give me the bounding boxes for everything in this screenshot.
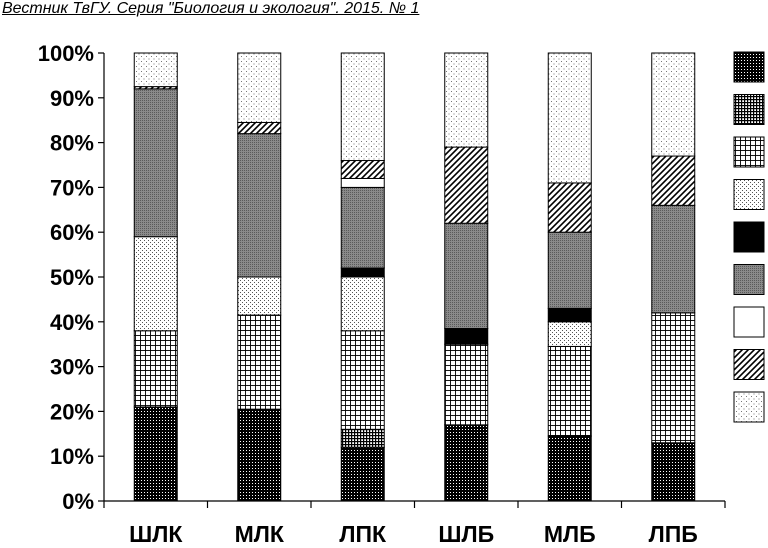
bar-segment-ШЛБ-black (444, 328, 489, 345)
legend-swatch-white (733, 306, 765, 338)
bar-segment-МЛК-gray (237, 133, 282, 278)
y-tick-label: 40% (50, 310, 94, 335)
bar-segment-ЛПБ-grid (651, 312, 696, 444)
bar-segment-МЛК-diagonal (237, 121, 282, 135)
y-tick-label: 50% (50, 265, 94, 290)
y-tick-label: 10% (50, 444, 94, 469)
bar-segment-ШЛК-grid (133, 330, 178, 408)
bar-segment-ЛПК-dark-dots (340, 446, 385, 502)
bar-segment-ЛПК-dense-grid (340, 428, 385, 448)
y-tick-label: 100% (38, 41, 94, 66)
y-tick-label: 30% (50, 355, 94, 380)
y-tick-label: 70% (50, 175, 94, 200)
bar-segment-МЛБ-light-dots (547, 321, 592, 347)
legend-swatch-dense-grid (733, 94, 765, 125)
y-tick-label: 0% (62, 489, 94, 514)
bar-segment-МЛК-grid (237, 314, 282, 410)
bar-segment-ЛПБ-sparse-dots (651, 52, 696, 157)
bar-segment-МЛК-dark-dots (237, 408, 282, 502)
bar-segment-ЛПК-black (340, 267, 385, 278)
legend-swatch-light-dots (733, 179, 765, 210)
bar-segment-МЛБ-diagonal (547, 182, 592, 233)
x-category-label: МЛБ (544, 521, 596, 547)
journal-header: Вестник ТвГУ. Серия "Биология и экология… (2, 0, 420, 17)
bar-segment-МЛК-light-dots (237, 276, 282, 316)
legend-swatch-gray (733, 264, 765, 295)
x-category-label: МЛК (235, 521, 285, 547)
bar-segment-МЛБ-dark-dots (547, 435, 592, 502)
x-category-label: ШЛБ (438, 521, 494, 547)
legend-swatch-dark-dots (733, 51, 765, 83)
bar-segment-ЛПБ-diagonal (651, 155, 696, 206)
bar-segment-ЛПК-diagonal (340, 160, 385, 179)
bar-segment-МЛБ-black (547, 307, 592, 323)
bar-segment-ШЛК-dark-dots (133, 406, 178, 502)
y-tick-label: 60% (50, 220, 94, 245)
legend-swatch-sparse-dots (733, 391, 765, 423)
bar-segment-ШЛБ-diagonal (444, 146, 489, 224)
x-category-label: ЛПК (339, 521, 387, 547)
bar-segment-ШЛБ-dark-dots (444, 424, 489, 502)
bar-segment-МЛБ-gray (547, 231, 592, 309)
y-tick-label: 20% (50, 399, 94, 424)
y-tick-label: 90% (50, 86, 94, 111)
bar-segment-ШЛБ-gray (444, 222, 489, 330)
bar-segment-ШЛК-light-dots (133, 236, 178, 332)
bar-segment-ЛПК-light-dots (340, 276, 385, 332)
y-tick-label: 80% (50, 131, 94, 156)
bar-segment-ШЛБ-grid (444, 343, 489, 426)
bar-segment-ЛПК-sparse-dots (340, 52, 385, 162)
legend-swatch-grid (733, 136, 765, 168)
bar-segment-ШЛК-sparse-dots (133, 52, 178, 88)
bar-segment-ШЛК-gray (133, 88, 178, 238)
legend-swatch-diagonal (733, 349, 765, 380)
bar-segment-ЛПК-gray (340, 186, 385, 269)
bar-segment-ЛПБ-dark-dots (651, 442, 696, 502)
bar-segment-ЛПК-white (340, 177, 385, 188)
x-category-label: ЛПБ (649, 521, 698, 547)
bar-segment-ШЛБ-sparse-dots (444, 52, 489, 148)
bar-segment-МЛБ-sparse-dots (547, 52, 592, 184)
bar-segment-МЛБ-grid (547, 345, 592, 437)
x-category-label: ШЛК (129, 521, 183, 547)
bar-segment-ЛПК-grid (340, 330, 385, 430)
bar-segment-ЛПБ-gray (651, 204, 696, 314)
legend-swatch-black (733, 221, 765, 253)
bar-segment-МЛК-sparse-dots (237, 52, 282, 123)
